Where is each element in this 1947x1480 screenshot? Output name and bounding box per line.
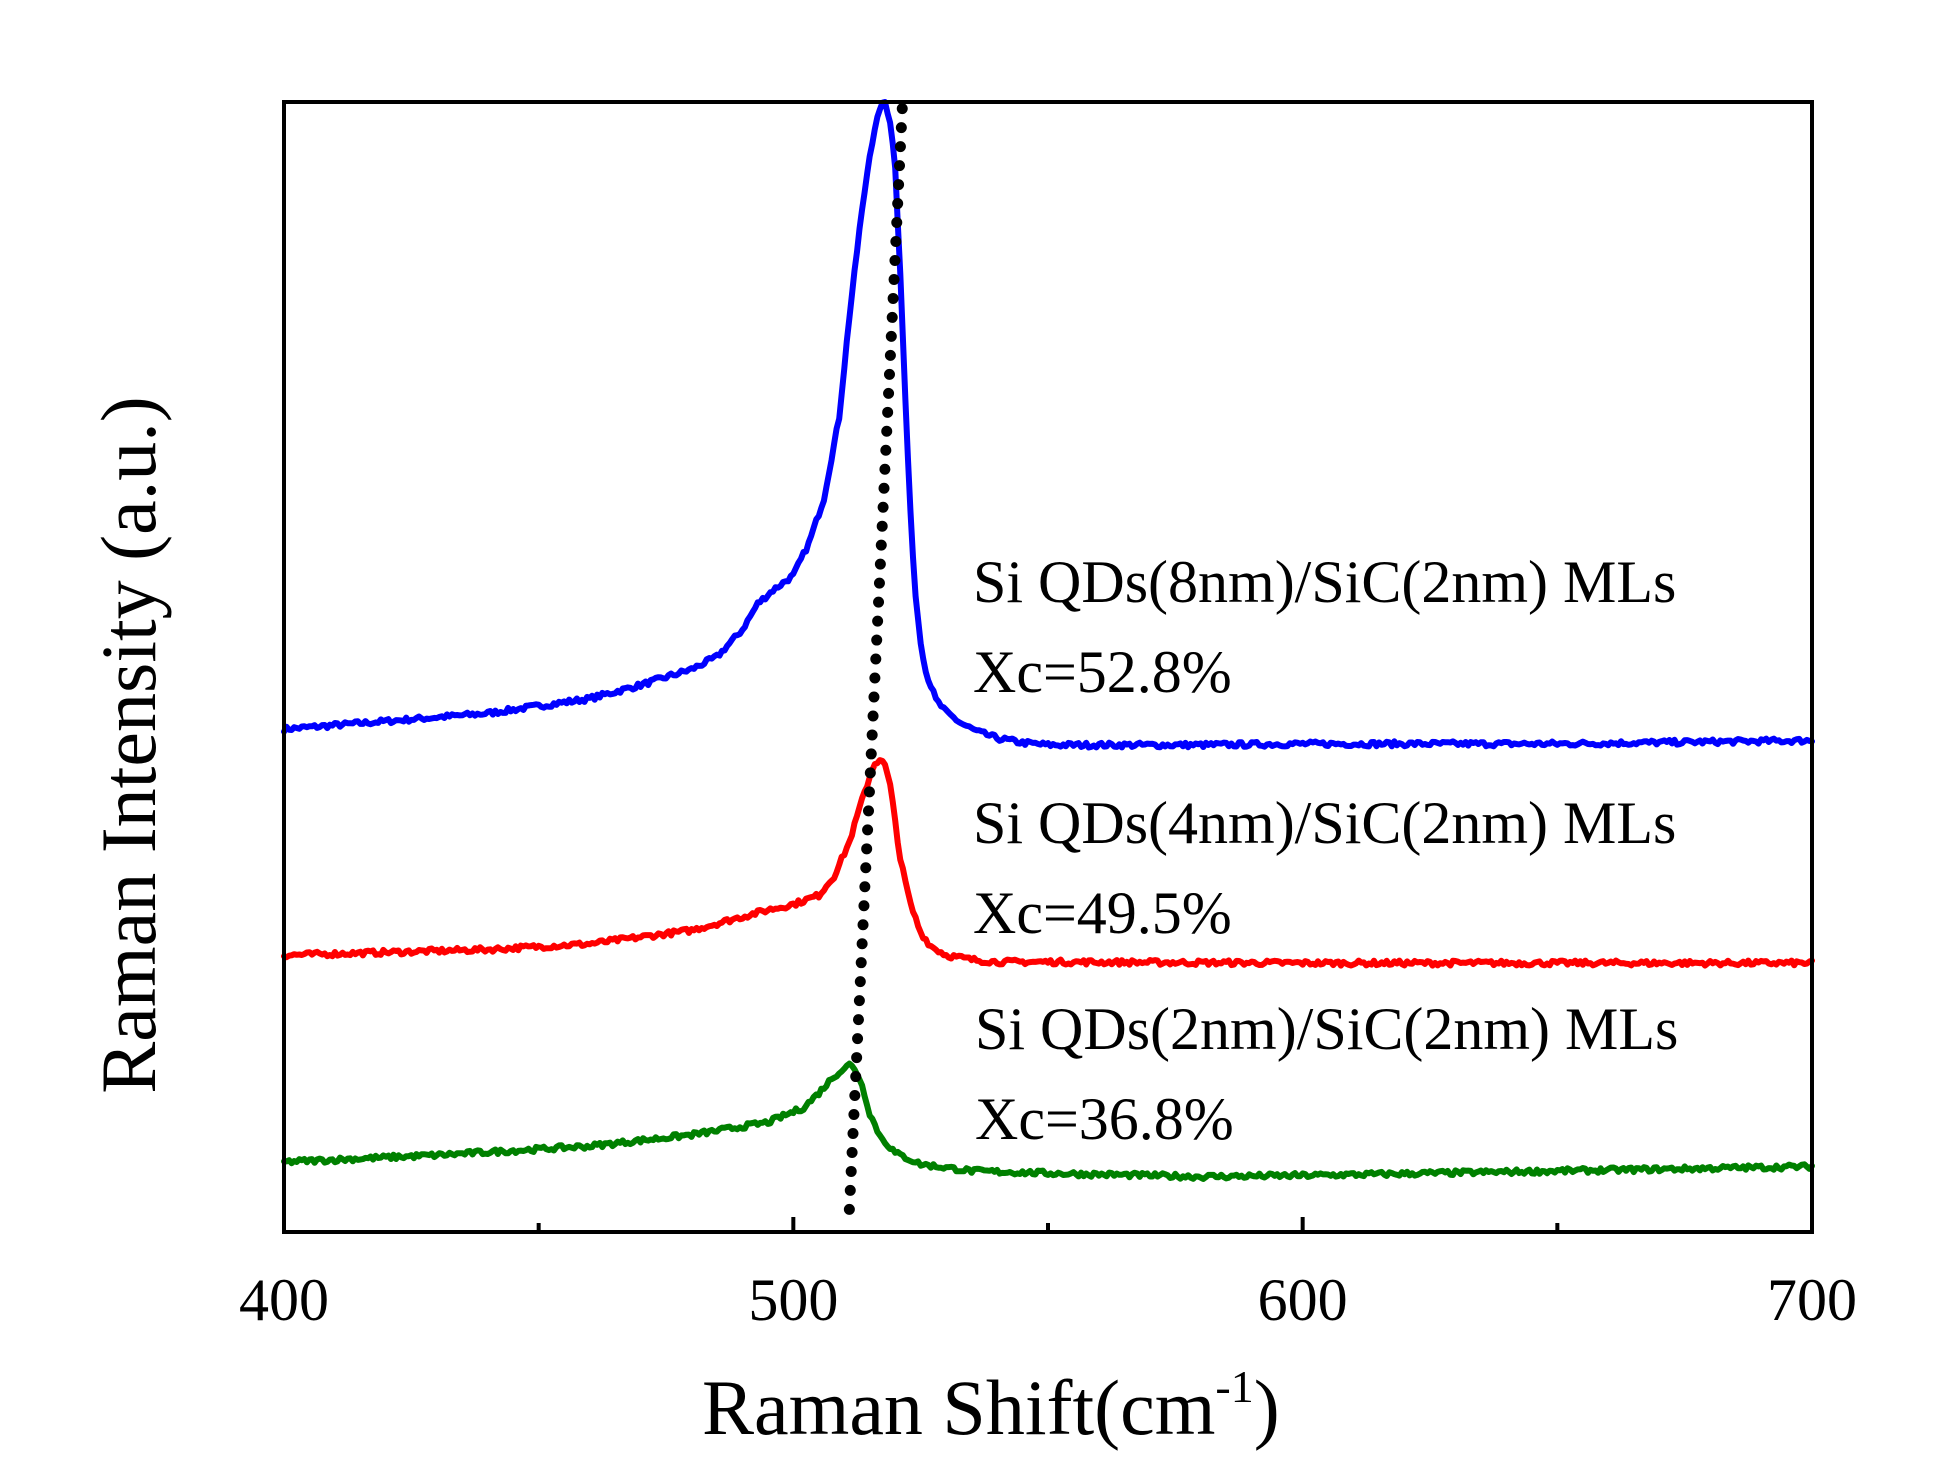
x-tick-label: 400 [239,1267,329,1333]
series-line-2 [281,1060,1815,1182]
series-line-1 [281,757,1815,969]
xc-label-4nm: Xc=49.5% [973,880,1232,946]
series-layer [281,99,1815,1182]
x-tick-label: 600 [1258,1267,1348,1333]
tick-layer: 400 500 600 700 [239,1217,1857,1333]
series-line-0 [281,99,1815,751]
x-tick-label: 500 [748,1267,838,1333]
xc-label-8nm: Xc=52.8% [973,639,1232,705]
y-axis-title: Raman Intensity (a.u.) [85,396,172,1093]
series-label-8nm: Si QDs(8nm)/SiC(2nm) MLs [973,549,1676,615]
x-axis-title: Raman Shift(cm-1) [702,1361,1280,1451]
series-label-2nm: Si QDs(2nm)/SiC(2nm) MLs [975,996,1678,1062]
xc-label-2nm: Xc=36.8% [975,1086,1234,1152]
series-label-4nm: Si QDs(4nm)/SiC(2nm) MLs [973,790,1676,856]
guide-layer [843,90,909,1215]
peak-shift-guide-line [843,90,909,1215]
x-tick-label: 700 [1767,1267,1857,1333]
